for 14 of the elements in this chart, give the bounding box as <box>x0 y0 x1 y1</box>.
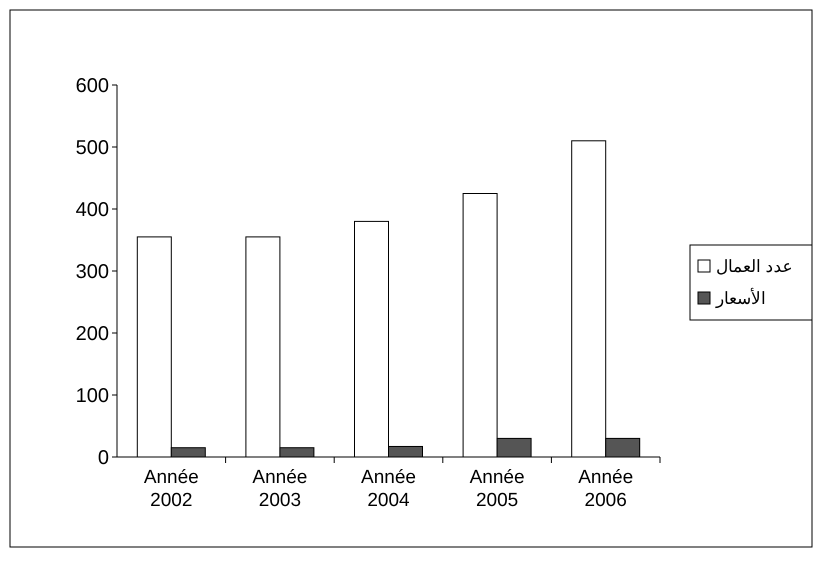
y-tick-label: 500 <box>76 137 109 159</box>
y-tick-label: 400 <box>76 199 109 221</box>
x-tick-label: Année 2004 <box>361 467 416 511</box>
legend-label: عدد العمال <box>716 257 793 276</box>
legend-label: الأسعار <box>715 288 766 309</box>
y-tick-label: 0 <box>98 447 109 469</box>
x-tick-label: Année 2006 <box>578 467 634 511</box>
y-tick-label: 100 <box>76 385 109 407</box>
y-tick-label: 200 <box>76 323 109 345</box>
y-tick-label: 600 <box>76 75 109 97</box>
y-tick-label: 300 <box>76 261 109 283</box>
x-tick-label: Année 2003 <box>252 467 308 511</box>
x-tick-label: Année 2005 <box>470 467 525 511</box>
x-tick-label: Année 2002 <box>144 467 199 511</box>
